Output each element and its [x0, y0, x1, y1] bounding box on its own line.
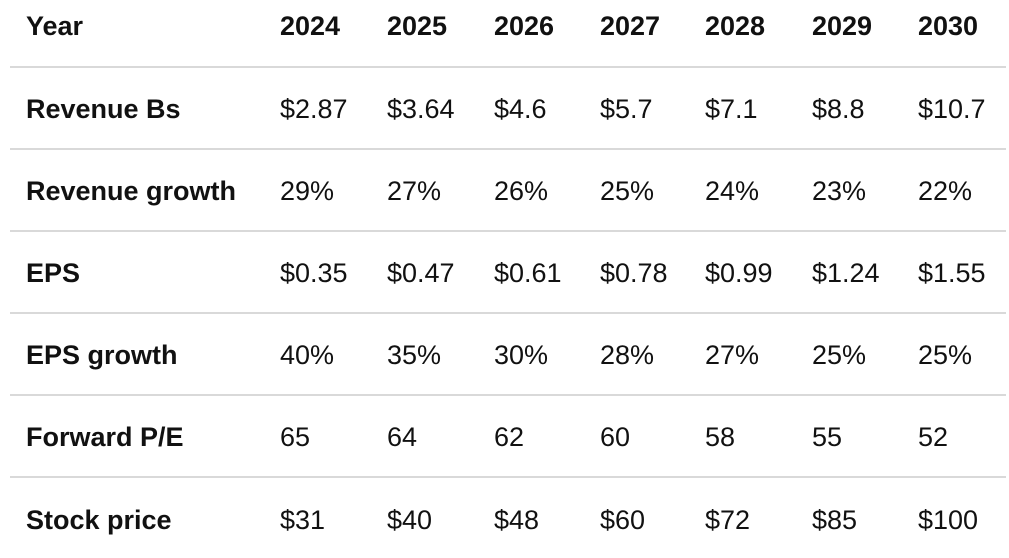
table-cell: $4.6: [484, 66, 590, 149]
year-header: 2030: [918, 10, 979, 41]
table-cell: 58: [695, 394, 802, 477]
table-cell: 23%: [802, 148, 908, 231]
header-label: Year: [26, 10, 84, 41]
row-label: Stock price: [10, 476, 270, 557]
year-header: 2027: [600, 10, 661, 41]
table-cell: 64: [377, 394, 484, 477]
table-cell: 25%: [802, 312, 908, 395]
table-cell: $2.87: [270, 66, 377, 149]
year-header: 2029: [812, 10, 873, 41]
table-row-stock-price: Stock price $31 $40 $48 $60 $72 $85 $100: [10, 476, 1006, 557]
table-cell: $0.35: [270, 230, 377, 313]
table-cell: $1.55: [908, 230, 1006, 313]
table-cell: $72: [695, 476, 802, 557]
row-label: Revenue growth: [10, 148, 270, 231]
row-label: Forward P/E: [10, 394, 270, 477]
table-cell: 27%: [377, 148, 484, 231]
table-cell: 25%: [908, 312, 1006, 395]
table-cell: $31: [270, 476, 377, 557]
year-header: 2025: [387, 10, 448, 41]
table-row-eps-growth: EPS growth 40% 35% 30% 28% 27% 25% 25%: [10, 312, 1006, 395]
table-cell: $0.61: [484, 230, 590, 313]
header-row: Year 2024 2025 2026 2027 2028 2029 2030: [10, 0, 1006, 67]
row-label: EPS growth: [10, 312, 270, 395]
row-label: Revenue Bs: [10, 66, 270, 149]
year-header: 2026: [494, 10, 555, 41]
table-cell: $40: [377, 476, 484, 557]
table-row-revenue: Revenue Bs $2.87 $3.64 $4.6 $5.7 $7.1 $8…: [10, 66, 1006, 149]
table-cell: $0.78: [590, 230, 695, 313]
table-cell: $3.64: [377, 66, 484, 149]
table-row-revenue-growth: Revenue growth 29% 27% 26% 25% 24% 23% 2…: [10, 148, 1006, 231]
table-cell: 55: [802, 394, 908, 477]
forecast-table: Year 2024 2025 2026 2027 2028 2029 2030 …: [10, 0, 1006, 557]
table-cell: 62: [484, 394, 590, 477]
table-cell: 27%: [695, 312, 802, 395]
table-cell: 30%: [484, 312, 590, 395]
table-cell: 22%: [908, 148, 1006, 231]
table-cell: $100: [908, 476, 1006, 557]
table-cell: 60: [590, 394, 695, 477]
table-cell: 29%: [270, 148, 377, 231]
table-cell: $60: [590, 476, 695, 557]
year-header: 2024: [280, 10, 341, 41]
table-cell: $5.7: [590, 66, 695, 149]
table-cell: 26%: [484, 148, 590, 231]
table-cell: $85: [802, 476, 908, 557]
year-header: 2028: [705, 10, 766, 41]
table-cell: $0.99: [695, 230, 802, 313]
table-cell: 25%: [590, 148, 695, 231]
table-cell: 65: [270, 394, 377, 477]
table-row-forward-pe: Forward P/E 65 64 62 60 58 55 52: [10, 394, 1006, 477]
table-cell: 24%: [695, 148, 802, 231]
table-cell: $8.8: [802, 66, 908, 149]
table-cell: $1.24: [802, 230, 908, 313]
table-cell: $10.7: [908, 66, 1006, 149]
table-cell: $0.47: [377, 230, 484, 313]
table-cell: 28%: [590, 312, 695, 395]
table-cell: $7.1: [695, 66, 802, 149]
table-cell: $48: [484, 476, 590, 557]
table-cell: 52: [908, 394, 1006, 477]
table-cell: 40%: [270, 312, 377, 395]
row-label: EPS: [10, 230, 270, 313]
table-cell: 35%: [377, 312, 484, 395]
table-row-eps: EPS $0.35 $0.47 $0.61 $0.78 $0.99 $1.24 …: [10, 230, 1006, 313]
